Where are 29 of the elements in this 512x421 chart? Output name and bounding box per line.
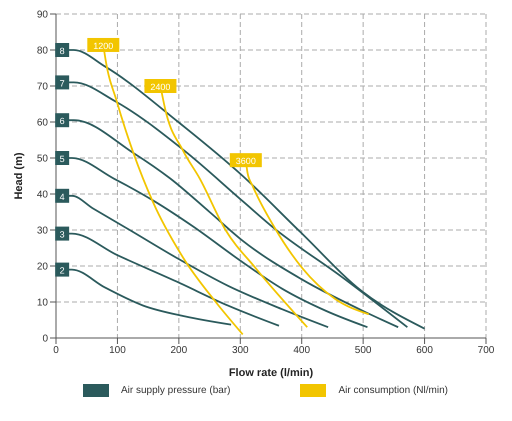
y-tick-label: 70: [36, 82, 48, 93]
text: Air consumption (Nl/min): [338, 385, 448, 396]
x-tick-label: 600: [416, 345, 434, 356]
x-axis-title: Flow rate (l/min): [228, 367, 314, 379]
x-tick-label: 700: [478, 345, 495, 356]
y-tick-label: 60: [36, 118, 48, 129]
y-tick-label: 90: [36, 10, 48, 21]
x-tick-label: 0: [53, 345, 60, 356]
text: Air supply pressure (bar): [121, 385, 230, 396]
x-tick-label: 300: [232, 345, 250, 356]
annotation: 2: [60, 266, 65, 276]
annotation: 4: [60, 192, 65, 202]
y-axis-title: Head (m): [12, 152, 25, 200]
annotation: 6: [60, 116, 65, 126]
annotation: 3: [60, 230, 65, 240]
y-tick-label: 40: [36, 190, 48, 201]
y-tick-label: 10: [36, 298, 48, 309]
y-tick-label: 20: [36, 262, 48, 273]
y-tick-label: 30: [36, 226, 48, 237]
y-tick-label: 0: [42, 334, 48, 345]
y-tick-label: 50: [36, 154, 48, 165]
annotation: 8: [60, 46, 65, 56]
x-tick-label: 400: [293, 345, 310, 356]
x-tick-label: 200: [170, 345, 188, 356]
y-tick-label: 80: [36, 46, 48, 57]
x-tick-label: 100: [109, 345, 126, 356]
x-tick-label: 500: [354, 345, 372, 356]
annotation: 5: [60, 154, 65, 164]
annotation: 7: [60, 78, 65, 88]
